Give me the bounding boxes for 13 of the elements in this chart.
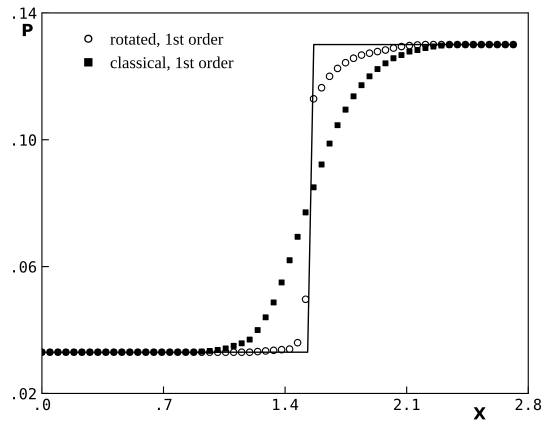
legend-label: classical, 1st order (110, 56, 234, 71)
x-axis-title: X (474, 407, 486, 420)
legend-label: rotated, 1st order (110, 33, 224, 48)
x-tick-label: 2.8 (516, 398, 542, 410)
x-tick-label: 2.1 (394, 398, 420, 410)
y-axis-title: P (22, 24, 33, 36)
y-tick-label: .10 (13, 134, 36, 146)
x-tick-label: .0 (36, 398, 50, 410)
y-tick-label: .06 (13, 261, 36, 273)
y-tick-label: .14 (13, 8, 36, 19)
y-tick-label: .02 (13, 388, 36, 400)
x-tick-label: .7 (158, 398, 172, 410)
x-tick-label: 1.4 (273, 398, 298, 410)
